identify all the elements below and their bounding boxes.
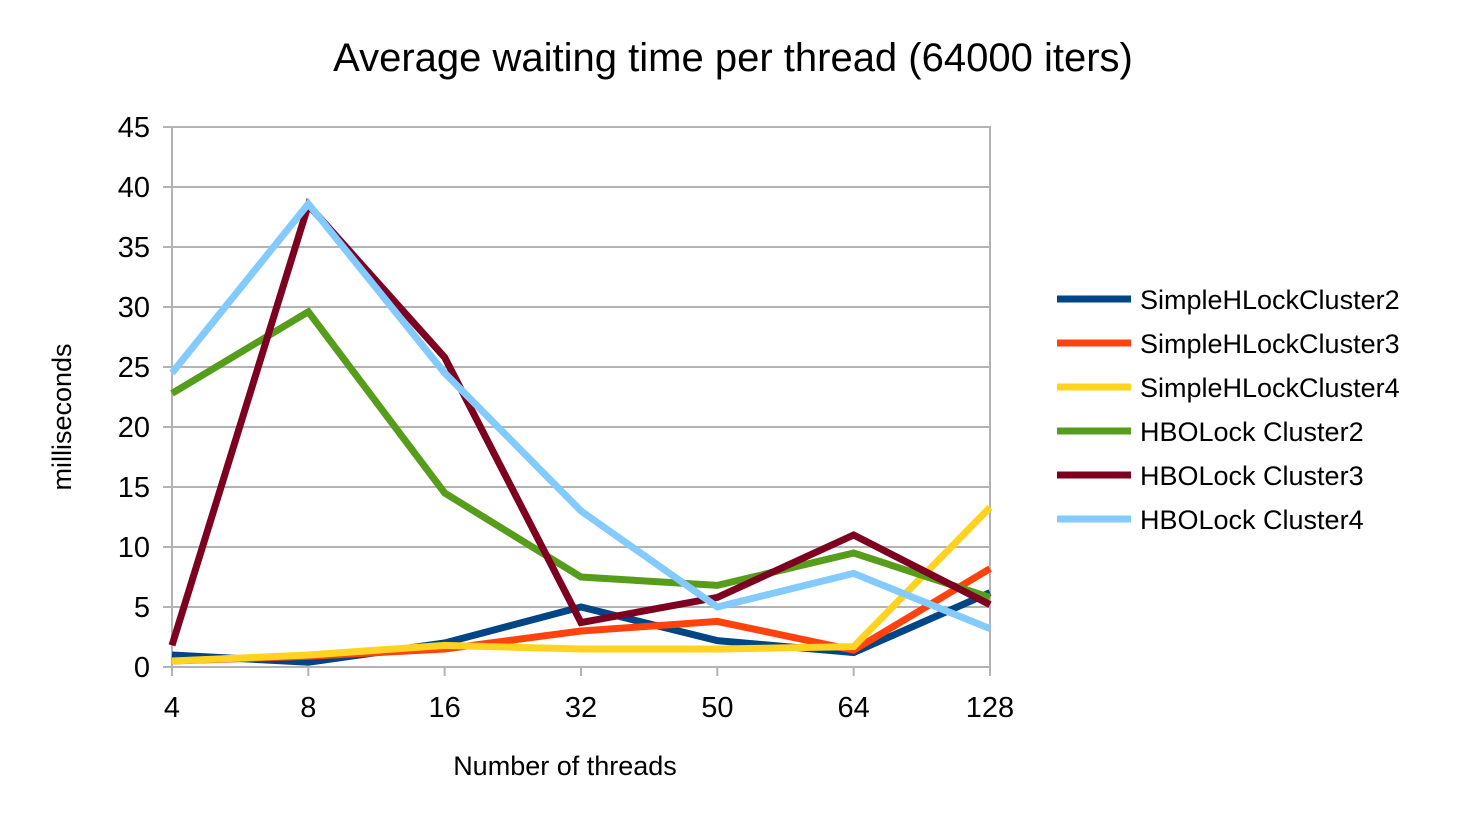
legend-label: HBOLock Cluster4 <box>1140 505 1364 535</box>
legend-item-hbolock-cluster4: HBOLock Cluster4 <box>1057 505 1364 535</box>
y-tick-label: 25 <box>118 352 150 384</box>
gridlines <box>172 186 990 608</box>
x-tick-label: 64 <box>838 692 870 724</box>
y-tick-label: 5 <box>134 592 150 624</box>
y-tick-label: 30 <box>118 292 150 324</box>
legend-item-hbolock-cluster2: HBOLock Cluster2 <box>1057 417 1364 447</box>
legend-label: HBOLock Cluster2 <box>1140 417 1364 447</box>
x-tick-label: 4 <box>164 692 180 724</box>
legend-label: SimpleHLockCluster2 <box>1140 285 1400 315</box>
legend-item-hbolock-cluster3: HBOLock Cluster3 <box>1057 461 1364 491</box>
plot-frame <box>171 126 991 668</box>
legend-label: SimpleHLockCluster3 <box>1140 329 1400 359</box>
series-line-simplehlockcluster4 <box>171 504 993 665</box>
series-lines <box>168 198 993 666</box>
legend-item-simplehlockcluster4: SimpleHLockCluster4 <box>1057 373 1400 403</box>
y-tick-label: 40 <box>118 172 150 204</box>
legend-label: HBOLock Cluster3 <box>1140 461 1364 491</box>
x-axis-ticks: 4 8 16 32 50 64 128 <box>164 667 1014 724</box>
chart-title: Average waiting time per thread (64000 i… <box>333 36 1133 80</box>
legend-label: SimpleHLockCluster4 <box>1140 373 1400 403</box>
x-tick-label: 32 <box>565 692 597 724</box>
y-tick-label: 35 <box>118 232 150 264</box>
x-axis-title: Number of threads <box>453 751 677 781</box>
series-line-hbolock-cluster2 <box>170 307 992 601</box>
series-line-hbolock-cluster4 <box>169 198 992 632</box>
y-tick-label: 20 <box>118 412 150 444</box>
y-tick-label: 0 <box>134 652 150 684</box>
legend-item-simplehlockcluster3: SimpleHLockCluster3 <box>1057 329 1400 359</box>
y-axis-title: milliseconds <box>47 343 77 490</box>
y-axis-ticks: 0 5 10 15 20 25 30 35 40 45 <box>118 112 172 684</box>
legend-item-simplehlockcluster2: SimpleHLockCluster2 <box>1057 285 1400 315</box>
x-tick-label: 128 <box>966 692 1014 724</box>
y-tick-label: 10 <box>118 532 150 564</box>
x-tick-label: 16 <box>429 692 461 724</box>
y-tick-label: 45 <box>118 112 150 144</box>
legend: SimpleHLockCluster2 SimpleHLockCluster3 Si… <box>1057 285 1400 535</box>
y-tick-label: 15 <box>118 472 150 504</box>
x-tick-label: 8 <box>300 692 316 724</box>
x-tick-label: 50 <box>701 692 733 724</box>
